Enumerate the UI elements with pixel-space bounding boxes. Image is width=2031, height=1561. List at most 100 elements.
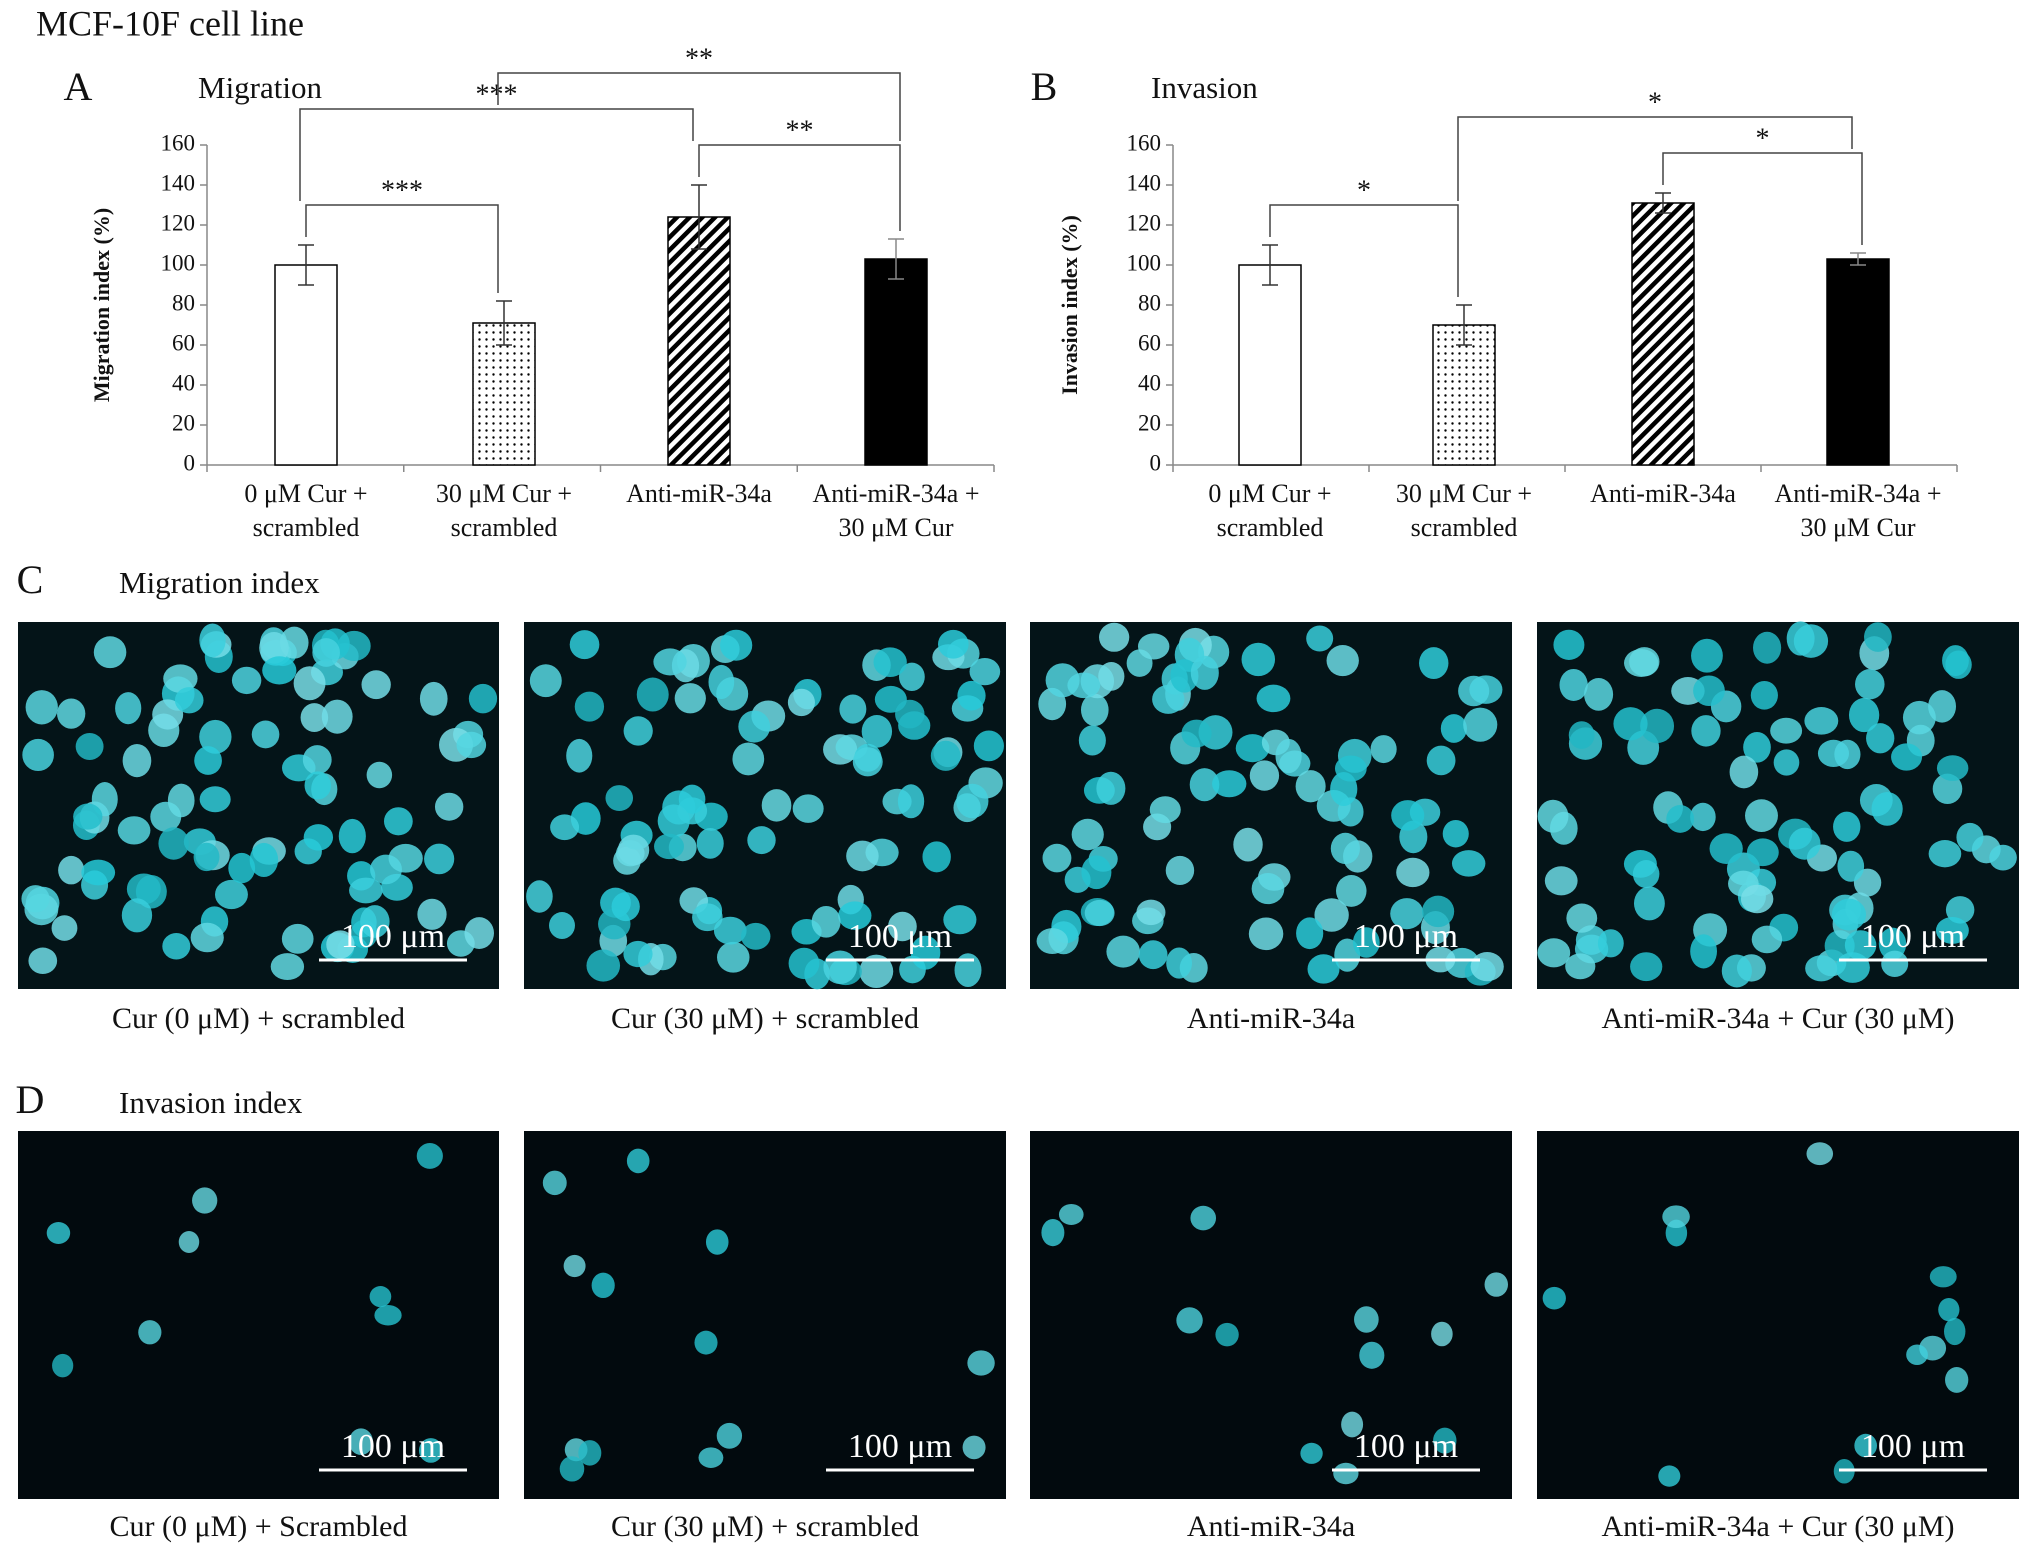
cell xyxy=(623,940,653,968)
cell xyxy=(456,731,487,759)
x-tick-label: Anti-miR-34a + xyxy=(812,479,979,508)
cell xyxy=(300,703,329,732)
cell xyxy=(1945,650,1972,679)
cell xyxy=(1300,1442,1323,1464)
cell xyxy=(81,859,116,886)
cell xyxy=(228,852,256,884)
cell xyxy=(1341,1411,1364,1438)
cell xyxy=(1359,1341,1385,1369)
bar xyxy=(1238,264,1302,466)
cell xyxy=(605,785,634,812)
cell xyxy=(1848,697,1880,733)
significance-bracket xyxy=(698,144,901,231)
caption: Anti-miR-34a + Cur (30 μM) xyxy=(1602,1510,1955,1543)
y-tick-label: 60 xyxy=(172,330,195,355)
cell xyxy=(1855,669,1885,700)
cells xyxy=(1542,1142,1969,1487)
cell xyxy=(1390,898,1424,930)
cell xyxy=(1806,1142,1834,1166)
cell xyxy=(1690,802,1716,832)
cell xyxy=(270,953,305,981)
cell xyxy=(1597,929,1624,958)
cell xyxy=(967,1350,995,1376)
cell xyxy=(654,833,685,860)
cell xyxy=(348,1428,373,1456)
y-tick-label: 160 xyxy=(161,130,196,155)
panel-letter: D xyxy=(16,1077,45,1122)
cell xyxy=(1844,930,1877,961)
cell xyxy=(417,898,447,930)
y-tick-label: 20 xyxy=(1138,410,1161,435)
cell xyxy=(717,941,750,973)
y-tick-label: 0 xyxy=(1150,450,1162,475)
cell xyxy=(214,879,248,910)
y-tick-label: 100 xyxy=(161,250,196,275)
cell xyxy=(22,738,54,772)
cell xyxy=(361,670,391,700)
cell xyxy=(657,804,690,838)
cell xyxy=(1458,675,1490,707)
cell xyxy=(1036,928,1069,955)
cells xyxy=(1036,622,1504,986)
scale-bar-label: 100 μm xyxy=(341,918,445,955)
y-axis-label: Invasion index (%) xyxy=(1057,215,1082,395)
cell xyxy=(569,630,600,660)
micrograph xyxy=(1030,1131,1512,1499)
cell xyxy=(1553,629,1585,660)
cell xyxy=(190,922,224,953)
cell xyxy=(1330,832,1360,865)
cell xyxy=(416,1143,443,1169)
cell xyxy=(617,834,650,866)
y-tick-label: 20 xyxy=(172,410,195,435)
cell xyxy=(1190,1205,1217,1231)
cell xyxy=(542,1170,567,1196)
cell xyxy=(1690,934,1717,969)
cell xyxy=(199,623,226,658)
panel-title: Invasion index xyxy=(119,1085,303,1120)
cell xyxy=(839,694,867,724)
cell xyxy=(1099,622,1130,652)
cell xyxy=(626,1148,650,1174)
caption: Cur (0 μM) + scrambled xyxy=(112,1002,405,1035)
cell xyxy=(138,1320,162,1345)
chart-title: Invasion xyxy=(1151,70,1258,105)
cell xyxy=(1096,771,1126,805)
cell xyxy=(1442,819,1469,848)
cell xyxy=(369,1286,392,1308)
cell xyxy=(1212,770,1247,798)
y-tick-label: 40 xyxy=(1138,370,1161,395)
cell xyxy=(1215,1322,1239,1347)
y-tick-label: 40 xyxy=(172,370,195,395)
cell xyxy=(574,691,605,722)
x-tick-label: 0 μM Cur + xyxy=(1208,479,1331,508)
cell xyxy=(1566,903,1598,933)
cell xyxy=(178,1231,200,1254)
x-tick-label: scrambled xyxy=(1217,513,1324,542)
cell xyxy=(1662,1205,1690,1229)
cell xyxy=(1352,927,1380,958)
cell xyxy=(117,816,151,845)
caption: Anti-miR-34a + Cur (30 μM) xyxy=(1602,1002,1955,1035)
cell xyxy=(1451,850,1486,877)
cell xyxy=(1746,838,1779,867)
cell xyxy=(1945,1366,1969,1393)
cell xyxy=(1721,954,1752,988)
cell xyxy=(898,662,925,692)
cell xyxy=(1537,799,1569,833)
cell xyxy=(1241,642,1276,677)
cell xyxy=(761,789,792,822)
cell xyxy=(937,629,969,659)
cell xyxy=(1989,844,2017,871)
x-tick-label: 30 μM Cur xyxy=(1800,513,1915,542)
cell xyxy=(943,905,977,935)
cell xyxy=(1190,655,1219,690)
cell xyxy=(1833,811,1861,842)
y-tick-label: 140 xyxy=(161,170,196,195)
cell xyxy=(418,1438,443,1463)
cell xyxy=(374,1304,402,1326)
error-bar xyxy=(888,238,904,280)
cell xyxy=(846,840,879,872)
cell xyxy=(152,699,184,730)
cell xyxy=(464,917,494,950)
cell xyxy=(1165,855,1195,885)
